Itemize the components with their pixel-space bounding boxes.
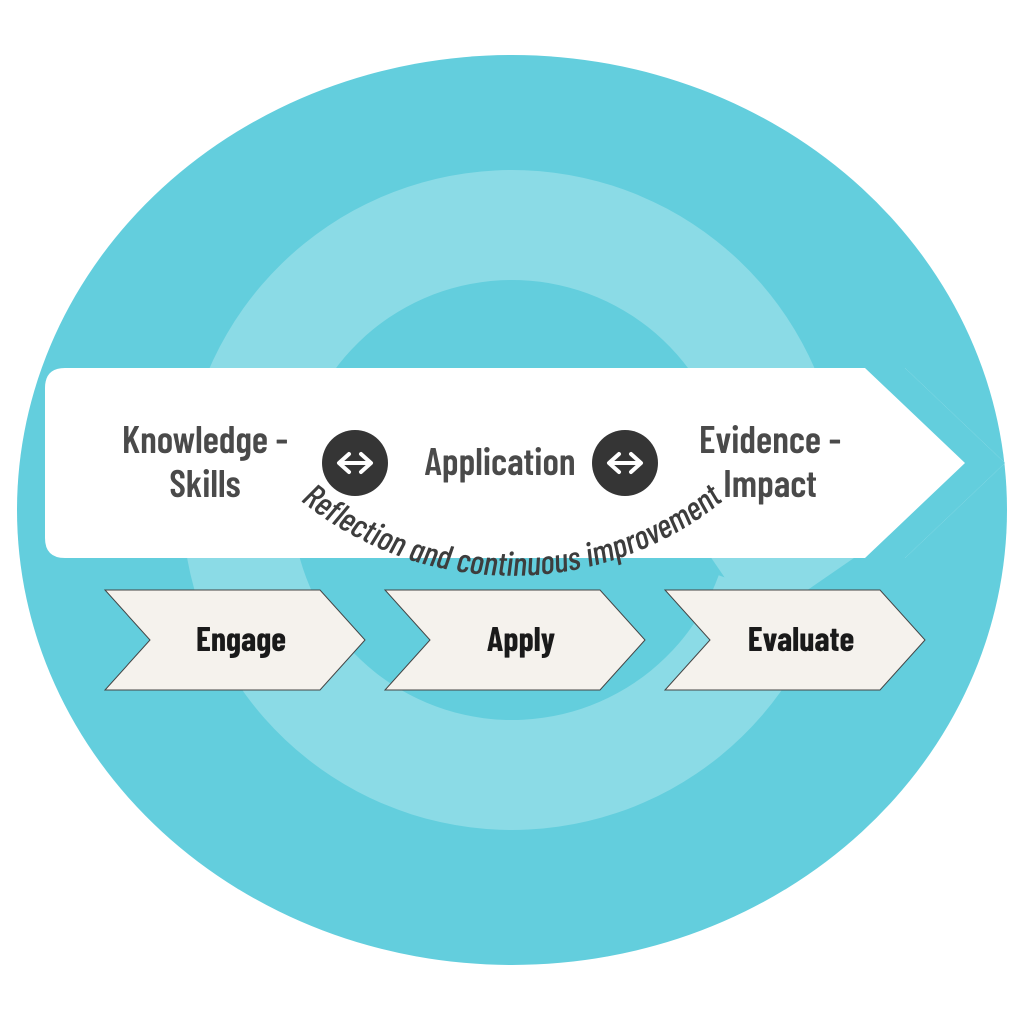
- diagram-root: Knowledge -Skills Application Evidence -Im…: [0, 0, 1024, 1024]
- process-chevron-label: Evaluate: [748, 617, 855, 658]
- banner-item-line2: Skills: [169, 459, 240, 505]
- chevron-row: Engage Apply Evaluate: [105, 590, 925, 690]
- banner-item-line1: Evidence -: [699, 415, 841, 461]
- banner-item: Application: [424, 437, 575, 483]
- banner-item-line1: Application: [424, 437, 575, 483]
- main-banner: Knowledge -Skills Application Evidence -Im…: [45, 368, 1005, 558]
- process-chevron-label: Apply: [487, 617, 556, 658]
- bidirectional-arrow-icon: [592, 430, 658, 496]
- banner-item-line1: Knowledge -: [122, 415, 288, 461]
- banner-item-line2: Impact: [723, 459, 817, 505]
- process-chevron-label: Engage: [196, 617, 286, 658]
